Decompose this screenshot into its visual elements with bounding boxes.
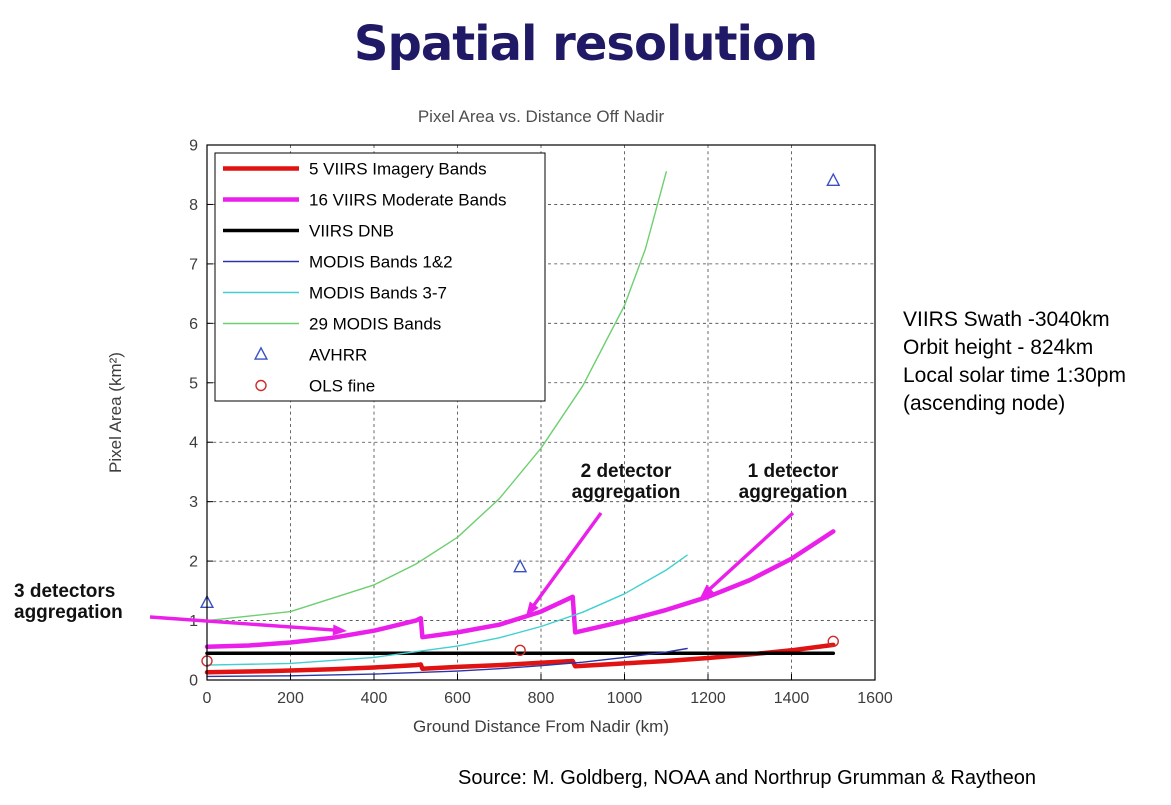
legend-label: AVHRR <box>309 346 367 365</box>
annotation-line: 1 detector <box>747 461 839 482</box>
series-line <box>206 171 667 622</box>
x-tick-label: 400 <box>361 690 388 707</box>
circle-marker <box>514 644 526 656</box>
y-tick-label: 4 <box>189 435 198 452</box>
annotation-2-detector: 2 detector aggregation <box>556 461 696 503</box>
annotation-line: aggregation <box>738 482 848 503</box>
info-line-orbit: Orbit height - 824km <box>903 336 1094 359</box>
slide-title: Spatial resolution <box>353 16 818 72</box>
series-line <box>206 647 688 678</box>
info-line-node: (ascending node) <box>903 392 1066 415</box>
info-box: VIIRS Swath -3040km Orbit height - 824km… <box>903 306 1126 418</box>
annotation-3-detectors: 3 detectors aggregation <box>14 581 123 623</box>
circle-marker <box>255 379 267 392</box>
triangle-marker <box>253 346 269 360</box>
circle-marker <box>827 635 839 648</box>
chart-canvas: 0 200 400 600 800 1000 1200 1400 1600 0 1 2 3 4 5 6 7 8 9 P… <box>106 107 893 736</box>
annotation-line: aggregation <box>14 602 123 623</box>
x-tick-label: 1000 <box>607 690 643 707</box>
legend-label: MODIS Bands 3-7 <box>309 284 447 303</box>
y-tick-label: 9 <box>189 138 198 155</box>
y-axis-label: Pixel Area (km²) <box>106 352 125 473</box>
triangle-marker <box>513 558 528 573</box>
x-tick-label: 1400 <box>774 690 810 707</box>
y-tick-label: 1 <box>189 613 198 630</box>
legend-label: 5 VIIRS Imagery Bands <box>309 160 487 179</box>
x-tick-label: 1600 <box>857 690 893 707</box>
annotation-line: 2 detector <box>580 461 672 482</box>
legend-label: VIIRS DNB <box>309 222 394 241</box>
legend-label: MODIS Bands 1&2 <box>309 253 453 272</box>
series-line <box>204 642 836 675</box>
pixel-area-chart: 0 200 400 600 800 1000 1200 1400 1600 0 1 2 3 4 5 6 7 8 9 P… <box>95 95 905 740</box>
x-axis-label: Ground Distance From Nadir (km) <box>413 717 669 736</box>
annotation-line: aggregation <box>571 482 681 503</box>
x-tick-label: 800 <box>528 690 555 707</box>
y-tick-label: 0 <box>189 673 198 690</box>
y-tick-label: 6 <box>189 316 198 333</box>
x-tick-label: 200 <box>277 690 304 707</box>
annotation-line: 3 detectors <box>14 581 116 602</box>
x-tick-label: 0 <box>203 690 212 707</box>
legend-label: 29 MODIS Bands <box>309 315 441 334</box>
x-tick-label: 600 <box>444 690 471 707</box>
x-tick-label: 1200 <box>690 690 726 707</box>
y-tick-label: 5 <box>189 375 198 392</box>
info-line-solar-time: Local solar time 1:30pm <box>903 364 1126 387</box>
source-credit: Source: M. Goldberg, NOAA and Northrup G… <box>458 767 1037 789</box>
annotation-1-detector: 1 detector aggregation <box>722 461 864 503</box>
y-tick-label: 8 <box>189 197 198 214</box>
legend-label: 16 VIIRS Moderate Bands <box>309 191 507 210</box>
series-line <box>206 554 688 666</box>
legend-label: OLS fine <box>309 377 375 396</box>
triangle-marker <box>826 172 841 186</box>
y-tick-label: 2 <box>189 554 198 571</box>
legend-box <box>214 152 546 402</box>
y-tick-label: 7 <box>189 256 198 273</box>
info-line-swath: VIIRS Swath -3040km <box>903 308 1110 331</box>
chart-title: Pixel Area vs. Distance Off Nadir <box>418 107 665 126</box>
y-tick-label: 3 <box>189 494 198 511</box>
series-line <box>204 529 836 649</box>
